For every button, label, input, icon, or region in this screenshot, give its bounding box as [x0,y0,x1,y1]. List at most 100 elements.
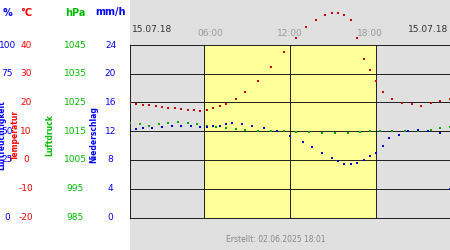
Text: hPa: hPa [65,8,86,18]
Point [398,100,405,104]
Bar [204,45,376,218]
Text: 40: 40 [20,40,32,50]
Text: 12: 12 [105,127,116,136]
Point [299,140,306,144]
Text: %: % [2,8,12,18]
Point [126,100,134,104]
Point [203,124,211,128]
Point [389,97,396,101]
Text: 15.07.18: 15.07.18 [132,25,172,34]
Point [366,154,373,158]
Point [194,122,201,126]
Point [286,134,293,138]
Text: 50: 50 [1,127,13,136]
Text: 0: 0 [4,213,10,222]
Text: 985: 985 [67,213,84,222]
Text: -20: -20 [19,213,33,222]
Point [197,109,204,113]
Point [424,129,431,133]
Text: Luftdruck: Luftdruck [45,114,54,156]
Point [414,128,422,132]
Point [171,106,179,110]
Point [126,121,134,125]
Point [379,144,387,148]
Text: 1025: 1025 [64,98,87,107]
Point [309,145,316,149]
Point [254,128,261,132]
Point [319,151,326,155]
Point [158,105,166,109]
Point [389,129,396,133]
Point [136,122,143,126]
Point [222,126,230,130]
Point [175,120,182,124]
Text: 8: 8 [108,156,113,164]
Point [328,156,335,160]
Point [184,121,191,125]
Point [280,129,287,133]
Bar [130,45,204,218]
Point [146,124,153,128]
Point [437,131,444,135]
Point [347,18,355,22]
Point [168,124,175,128]
Point [267,129,274,133]
Point [178,107,185,111]
Point [319,131,326,135]
Point [216,124,223,128]
Point [158,125,166,129]
Point [427,128,434,132]
Point [427,100,434,104]
Point [248,124,255,128]
Point [373,151,380,155]
Point [331,131,338,135]
Point [149,126,156,130]
Point [222,102,230,106]
Text: 06:00: 06:00 [197,28,223,38]
Point [414,128,422,132]
Text: -10: -10 [18,184,33,193]
Text: 0: 0 [23,156,29,164]
Point [354,36,361,40]
Point [302,25,310,29]
Text: 995: 995 [67,184,84,193]
Point [229,121,236,125]
Point [341,162,348,166]
Text: 75: 75 [1,69,13,78]
Point [280,50,287,54]
Text: 1015: 1015 [64,127,87,136]
Point [152,104,159,108]
Point [334,12,342,16]
Point [232,127,239,131]
Point [216,104,223,108]
Point [376,129,383,133]
Point [373,79,380,83]
Text: 1045: 1045 [64,40,87,50]
Point [242,90,249,94]
Point [242,128,249,132]
Point [446,125,450,129]
Point [418,104,425,108]
Point [341,13,348,17]
Point [360,158,367,162]
Point [210,124,217,128]
Point [133,102,140,106]
Point [347,162,355,166]
Point [401,129,409,133]
Point [165,106,172,110]
Point [293,130,300,134]
Point [210,106,217,110]
Point [386,136,393,140]
Point [293,36,300,40]
Bar [376,45,450,218]
Point [274,129,281,133]
Point [187,124,194,128]
Text: 24: 24 [105,40,116,50]
Point [437,99,444,103]
Point [238,122,246,126]
Point [146,104,153,108]
Point [222,122,230,126]
Point [133,127,140,131]
Point [379,90,387,94]
Point [408,102,415,106]
